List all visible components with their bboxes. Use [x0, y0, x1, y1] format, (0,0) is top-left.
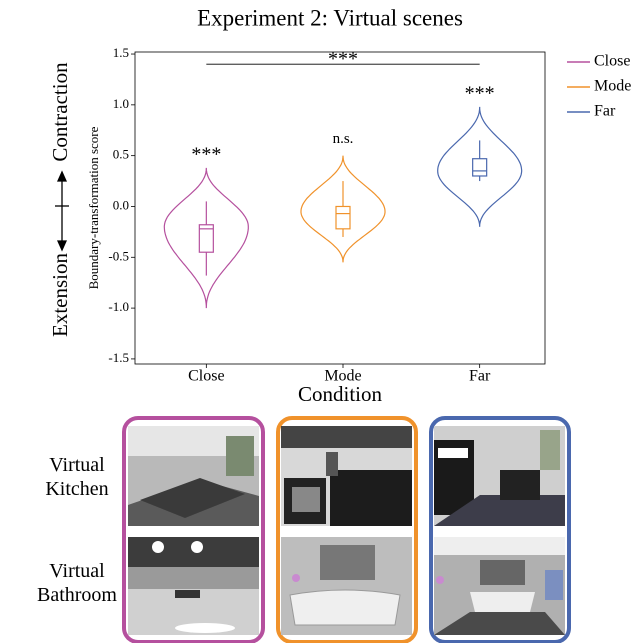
violin — [300, 155, 386, 263]
side-label: Extension — [48, 253, 72, 337]
y-axis-label: Boundary-transformation score — [86, 126, 101, 289]
x-tick-label: Far — [469, 368, 491, 385]
plot-frame — [134, 51, 546, 365]
significance-label: *** — [465, 82, 495, 104]
violin — [437, 106, 523, 227]
y-tick-label: 0.5 — [113, 147, 129, 162]
box — [198, 224, 214, 253]
y-tick-label: 0.0 — [113, 197, 129, 212]
direction-arrow — [55, 170, 69, 252]
box — [335, 205, 351, 230]
y-tick-label: -0.5 — [108, 248, 129, 263]
significance-label: n.s. — [333, 131, 354, 147]
significance-label: *** — [191, 143, 221, 165]
legend-label: Close — [594, 53, 630, 70]
row-label: Virtual Bathroom — [37, 560, 117, 606]
side-label: Contraction — [48, 62, 72, 162]
row-label: Virtual Kitchen — [45, 454, 108, 500]
x-tick-label: Mode — [324, 368, 361, 385]
violin — [163, 167, 249, 309]
box — [472, 158, 488, 177]
legend-label: Far — [594, 103, 616, 120]
y-tick-label: 1.0 — [113, 96, 129, 111]
y-tick-label: -1.0 — [108, 299, 129, 314]
image-panels — [122, 416, 571, 643]
x-tick-label: Close — [188, 368, 224, 385]
chart-title: Experiment 2: Virtual scenes — [197, 5, 463, 30]
legend-label: Mode — [594, 78, 631, 95]
y-tick-label: -1.5 — [108, 350, 129, 365]
significance-label: *** — [328, 48, 358, 70]
x-axis-label: Condition — [298, 382, 383, 406]
y-tick-label: 1.5 — [113, 45, 129, 60]
